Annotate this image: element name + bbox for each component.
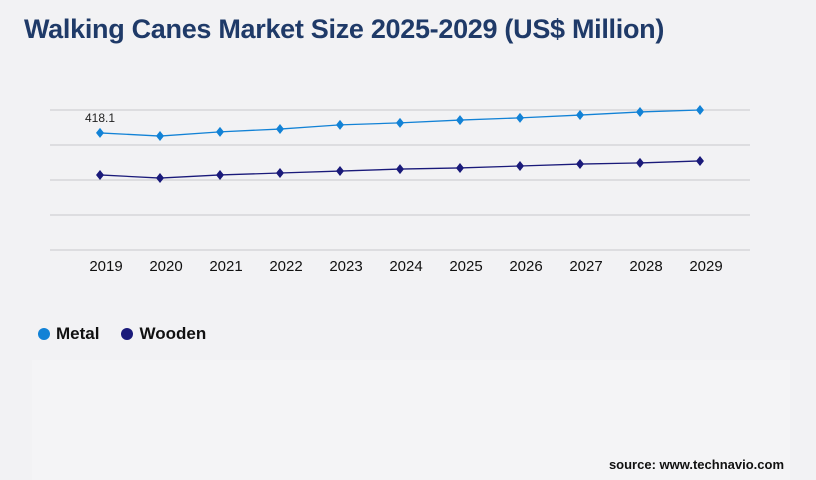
data-point-metal bbox=[336, 119, 344, 130]
data-point-wooden bbox=[336, 166, 344, 177]
x-tick-label: 2027 bbox=[569, 258, 602, 275]
x-tick-label: 2025 bbox=[449, 258, 482, 275]
data-point-wooden bbox=[156, 173, 164, 184]
x-tick-label: 2024 bbox=[389, 258, 422, 275]
data-point-wooden bbox=[696, 155, 704, 166]
data-point-wooden bbox=[516, 161, 524, 171]
data-point-metal bbox=[516, 112, 524, 123]
data-point-wooden bbox=[456, 162, 464, 173]
x-tick-label: 2019 bbox=[89, 258, 122, 275]
x-tick-label: 2023 bbox=[329, 258, 362, 275]
data-point-wooden bbox=[216, 169, 224, 180]
data-point-metal bbox=[156, 131, 164, 142]
data-point-wooden bbox=[276, 168, 284, 178]
lower-panel bbox=[32, 360, 790, 480]
data-point-metal bbox=[696, 105, 704, 115]
data-point-wooden bbox=[636, 157, 644, 168]
legend-label-metal: Metal bbox=[56, 324, 100, 343]
x-tick-label: 2026 bbox=[509, 258, 542, 275]
legend-item-metal: Metal bbox=[38, 324, 99, 344]
data-point-wooden bbox=[396, 164, 404, 175]
x-tick-label: 2022 bbox=[269, 258, 302, 275]
data-point-metal bbox=[396, 117, 404, 128]
data-point-metal bbox=[276, 124, 284, 135]
x-tick-label: 2029 bbox=[689, 258, 722, 275]
x-tick-label: 2020 bbox=[149, 258, 182, 275]
data-label: 418.1 bbox=[85, 111, 115, 125]
data-point-metal bbox=[576, 110, 584, 121]
legend-label-wooden: Wooden bbox=[139, 324, 207, 343]
data-point-metal bbox=[96, 127, 104, 138]
chart-title: Walking Canes Market Size 2025-2029 (US$… bbox=[24, 14, 665, 44]
data-point-metal bbox=[216, 126, 224, 137]
source-text: source: www.technavio.com bbox=[608, 457, 784, 472]
line-chart: 2019 2020 2021 2022 2023 2024 2025 2026 2027 2028… bbox=[50, 105, 750, 275]
x-tick-label: 2021 bbox=[209, 258, 242, 275]
legend-marker-metal bbox=[38, 328, 50, 340]
legend-marker-wooden bbox=[121, 328, 134, 340]
data-point-wooden bbox=[576, 159, 584, 170]
legend: Metal Wooden bbox=[38, 324, 206, 344]
x-tick-label: 2028 bbox=[629, 258, 662, 275]
data-point-metal bbox=[456, 115, 464, 126]
legend-item-wooden: Wooden bbox=[121, 324, 206, 344]
data-point-metal bbox=[636, 106, 644, 117]
data-point-wooden bbox=[96, 169, 104, 180]
